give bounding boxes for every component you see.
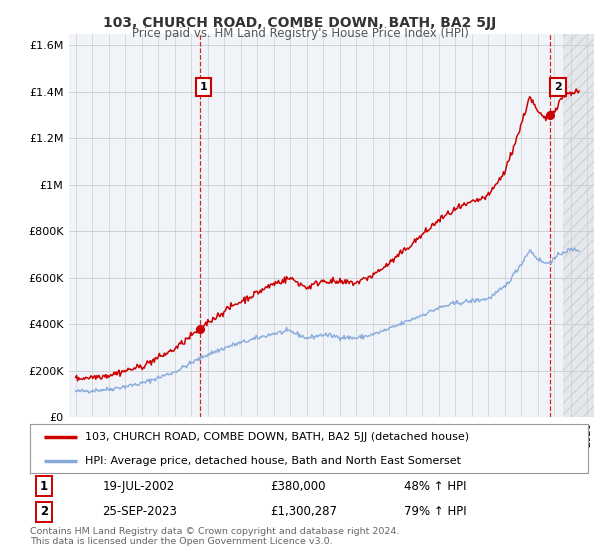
Text: £380,000: £380,000 xyxy=(270,479,325,493)
Text: 19-JUL-2002: 19-JUL-2002 xyxy=(103,479,175,493)
Text: 48% ↑ HPI: 48% ↑ HPI xyxy=(404,479,466,493)
Text: 2: 2 xyxy=(40,505,48,519)
Text: 1: 1 xyxy=(40,479,48,493)
Text: 1: 1 xyxy=(200,82,207,92)
Text: This data is licensed under the Open Government Licence v3.0.: This data is licensed under the Open Gov… xyxy=(30,538,332,547)
Text: Contains HM Land Registry data © Crown copyright and database right 2024.: Contains HM Land Registry data © Crown c… xyxy=(30,528,400,536)
Text: 25-SEP-2023: 25-SEP-2023 xyxy=(103,505,178,519)
Bar xyxy=(563,34,594,417)
Text: £1,300,287: £1,300,287 xyxy=(270,505,337,519)
Text: 79% ↑ HPI: 79% ↑ HPI xyxy=(404,505,466,519)
Text: HPI: Average price, detached house, Bath and North East Somerset: HPI: Average price, detached house, Bath… xyxy=(85,456,461,466)
Text: 2: 2 xyxy=(554,82,562,92)
Text: 103, CHURCH ROAD, COMBE DOWN, BATH, BA2 5JJ (detached house): 103, CHURCH ROAD, COMBE DOWN, BATH, BA2 … xyxy=(85,432,469,442)
Text: 103, CHURCH ROAD, COMBE DOWN, BATH, BA2 5JJ: 103, CHURCH ROAD, COMBE DOWN, BATH, BA2 … xyxy=(103,16,497,30)
Text: Price paid vs. HM Land Registry's House Price Index (HPI): Price paid vs. HM Land Registry's House … xyxy=(131,27,469,40)
